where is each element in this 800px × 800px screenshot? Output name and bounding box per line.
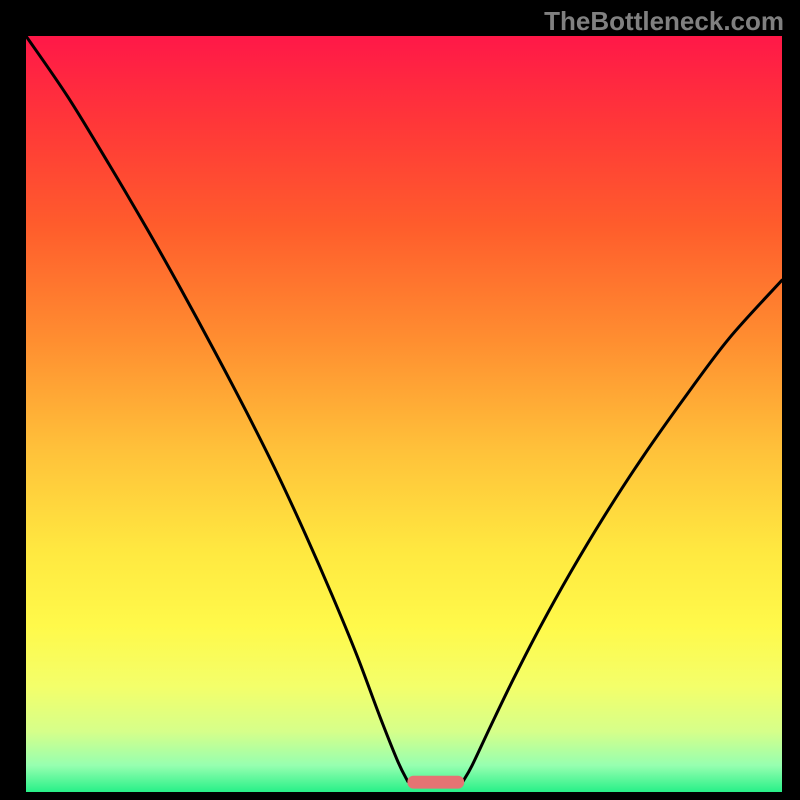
optimal-marker (407, 776, 464, 789)
chart-svg (26, 36, 782, 792)
plot-area (26, 36, 782, 792)
chart-container: TheBottleneck.com (0, 0, 800, 800)
gradient-background (26, 36, 782, 792)
source-watermark: TheBottleneck.com (544, 6, 784, 37)
